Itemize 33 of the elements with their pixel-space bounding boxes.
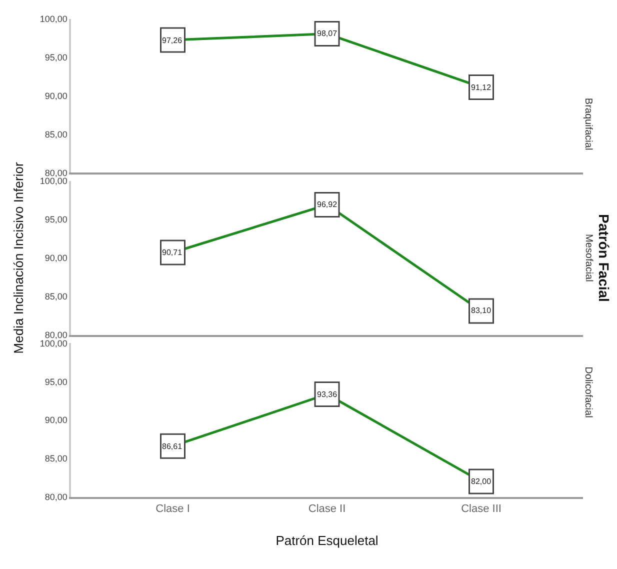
y-tick-label: 90,00 <box>44 90 68 101</box>
y-tick-label: 80,00 <box>44 168 68 178</box>
x-tick-label: Clase I <box>156 503 190 516</box>
y-tick-label: 100,00 <box>40 176 68 186</box>
y-tick-label: 80,00 <box>44 330 68 340</box>
data-label: 83,10 <box>471 306 492 315</box>
y-tick-label: 95,00 <box>44 376 68 387</box>
data-label: 91,12 <box>471 83 492 92</box>
y-tick-label: 85,00 <box>44 292 68 302</box>
data-label: 90,71 <box>162 248 183 257</box>
data-label: 97,26 <box>162 36 183 45</box>
y-tick-label: 85,00 <box>44 454 68 464</box>
data-label: 96,92 <box>317 200 338 209</box>
y-tick-label: 80,00 <box>44 492 68 502</box>
data-label: 82,00 <box>471 477 492 486</box>
y-tick-label: 90,00 <box>44 253 68 264</box>
y-axis-title: Media Inclinación Incisivo Inferior <box>10 162 26 354</box>
data-label: 93,36 <box>317 390 338 399</box>
x-tick-label: Clase III <box>461 503 502 516</box>
text: Braquifacial <box>582 98 594 150</box>
y-tick-label: 85,00 <box>44 129 68 140</box>
y-tick-label: 100,00 <box>40 14 68 24</box>
text: Mesofacial <box>582 234 594 282</box>
x-tick-label: Clase II <box>308 503 346 516</box>
y2-axis-title: Patrón Facial <box>596 214 612 302</box>
x-axis-title: Patrón Esqueletal <box>276 533 378 548</box>
y-tick-label: 95,00 <box>44 52 68 63</box>
y-tick-label: 90,00 <box>44 415 68 426</box>
y-tick-label: 95,00 <box>44 214 68 225</box>
data-label: 98,07 <box>317 29 338 38</box>
data-label: 86,61 <box>162 442 183 451</box>
y-tick-label: 100,00 <box>40 338 68 348</box>
text: Dolicofacial <box>582 366 594 418</box>
